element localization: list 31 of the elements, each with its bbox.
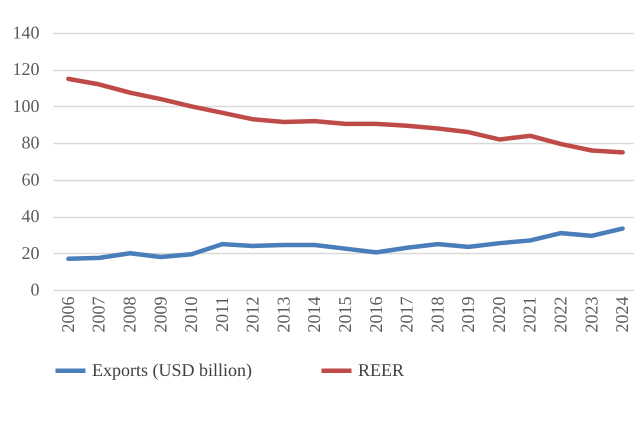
x-tick-label: 2006: [58, 296, 78, 332]
x-tick-label: 2010: [181, 296, 202, 332]
legend-label: Exports (USD billion): [92, 360, 252, 380]
x-tick-label: 2023: [581, 296, 602, 332]
x-tick-label: 2019: [458, 296, 478, 332]
x-tick-label: 2007: [88, 296, 109, 332]
x-tick-label: 2016: [366, 296, 386, 332]
y-tick-label: 80: [22, 132, 40, 153]
x-tick-label: 2013: [273, 296, 294, 332]
x-tick-label: 2012: [242, 296, 263, 332]
y-tick-label: 120: [12, 59, 40, 80]
x-tick-label: 2014: [304, 296, 324, 332]
x-tick-label: 2017: [396, 296, 417, 332]
x-tick-label: 2011: [212, 296, 232, 332]
x-tick-label: 2018: [427, 296, 448, 332]
x-tick-label: 2015: [335, 296, 355, 332]
y-tick-label: 0: [30, 280, 40, 300]
y-tick-label: 140: [12, 22, 40, 42]
y-tick-label: 100: [12, 96, 40, 116]
y-tick-label: 60: [22, 169, 40, 190]
y-tick-label: 40: [22, 206, 40, 226]
line-series: [66, 226, 625, 262]
x-tick-label: 2020: [488, 296, 509, 332]
x-tick-label: 2008: [119, 296, 140, 332]
x-tick-label: 2021: [520, 296, 540, 332]
line-series: [66, 76, 625, 155]
x-tick-label: 2024: [612, 296, 632, 332]
x-tick-label: 2009: [150, 296, 170, 332]
y-tick-label: 20: [22, 242, 40, 263]
legend-label: REER: [358, 360, 404, 380]
x-tick-label: 2022: [550, 296, 571, 332]
